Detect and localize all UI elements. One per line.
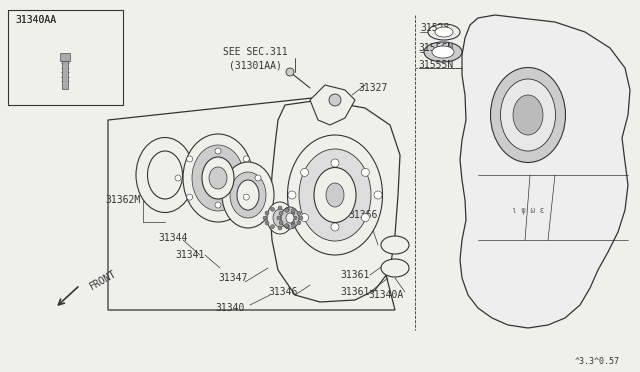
Bar: [8, 10, 123, 105]
Ellipse shape: [209, 167, 227, 189]
Ellipse shape: [381, 259, 409, 277]
Ellipse shape: [435, 27, 453, 37]
Text: 31340A: 31340A: [368, 290, 403, 300]
Text: 31340AA: 31340AA: [15, 15, 56, 25]
Bar: [60, 53, 70, 61]
Text: (31301AA): (31301AA): [228, 60, 282, 70]
Ellipse shape: [192, 145, 244, 211]
Circle shape: [329, 94, 341, 106]
Circle shape: [297, 211, 301, 215]
Circle shape: [301, 169, 308, 176]
Circle shape: [297, 221, 301, 225]
Text: 31361: 31361: [340, 287, 369, 297]
Ellipse shape: [314, 167, 356, 222]
Ellipse shape: [299, 149, 371, 241]
Circle shape: [215, 148, 221, 154]
Circle shape: [243, 194, 250, 200]
Circle shape: [187, 156, 193, 162]
Circle shape: [255, 175, 261, 181]
Text: SEE SEC.311: SEE SEC.311: [223, 47, 287, 57]
Circle shape: [263, 216, 267, 220]
Ellipse shape: [500, 79, 556, 151]
Circle shape: [265, 211, 269, 215]
Circle shape: [285, 224, 289, 228]
Text: ^3.3^0.57: ^3.3^0.57: [575, 357, 620, 366]
Ellipse shape: [136, 138, 194, 212]
Circle shape: [288, 191, 296, 199]
Circle shape: [293, 216, 297, 220]
Text: 31346: 31346: [268, 287, 298, 297]
Ellipse shape: [273, 209, 287, 227]
Circle shape: [291, 211, 295, 215]
Text: 31347: 31347: [218, 273, 248, 283]
Text: 31340: 31340: [215, 303, 244, 313]
Ellipse shape: [424, 42, 462, 62]
Ellipse shape: [286, 213, 294, 223]
Text: 31341: 31341: [175, 250, 204, 260]
Polygon shape: [270, 100, 400, 302]
Circle shape: [331, 159, 339, 167]
Circle shape: [278, 226, 282, 230]
Ellipse shape: [381, 236, 409, 254]
Ellipse shape: [287, 135, 383, 255]
Text: FRONT: FRONT: [88, 268, 118, 292]
Circle shape: [265, 221, 269, 225]
Ellipse shape: [230, 172, 266, 218]
Circle shape: [215, 202, 221, 208]
Ellipse shape: [202, 157, 234, 199]
Circle shape: [291, 208, 296, 212]
Text: 31528: 31528: [420, 23, 449, 33]
Circle shape: [301, 214, 308, 222]
Circle shape: [175, 175, 181, 181]
Circle shape: [243, 156, 250, 162]
Circle shape: [331, 223, 339, 231]
Ellipse shape: [267, 202, 293, 234]
Bar: [62, 61, 68, 89]
Text: 31556N: 31556N: [418, 43, 453, 53]
Text: 31366: 31366: [348, 210, 378, 220]
Circle shape: [362, 169, 369, 176]
Ellipse shape: [237, 180, 259, 210]
Circle shape: [277, 216, 281, 220]
Ellipse shape: [183, 134, 253, 222]
Ellipse shape: [326, 183, 344, 207]
Circle shape: [291, 224, 296, 228]
Circle shape: [285, 225, 289, 229]
Text: 31361: 31361: [340, 270, 369, 280]
Circle shape: [278, 206, 282, 210]
Text: 31362M: 31362M: [105, 195, 140, 205]
Text: 31340AA: 31340AA: [15, 15, 56, 25]
Ellipse shape: [490, 67, 566, 163]
Ellipse shape: [281, 207, 299, 229]
Circle shape: [286, 68, 294, 76]
Circle shape: [362, 214, 369, 222]
Circle shape: [279, 221, 283, 225]
Circle shape: [187, 194, 193, 200]
Polygon shape: [310, 85, 355, 125]
Circle shape: [374, 191, 382, 199]
Ellipse shape: [222, 162, 274, 228]
Circle shape: [279, 211, 283, 215]
Ellipse shape: [513, 95, 543, 135]
Text: ι ψ ω ε: ι ψ ω ε: [512, 205, 544, 215]
Ellipse shape: [428, 24, 460, 40]
Ellipse shape: [432, 46, 454, 58]
Polygon shape: [460, 15, 630, 328]
Text: 31327: 31327: [358, 83, 387, 93]
Circle shape: [299, 216, 303, 220]
Circle shape: [285, 208, 289, 212]
Circle shape: [271, 207, 275, 211]
Text: 31555N: 31555N: [418, 60, 453, 70]
Circle shape: [291, 221, 295, 225]
Circle shape: [271, 225, 275, 229]
Text: 31344: 31344: [158, 233, 188, 243]
Circle shape: [285, 207, 289, 211]
